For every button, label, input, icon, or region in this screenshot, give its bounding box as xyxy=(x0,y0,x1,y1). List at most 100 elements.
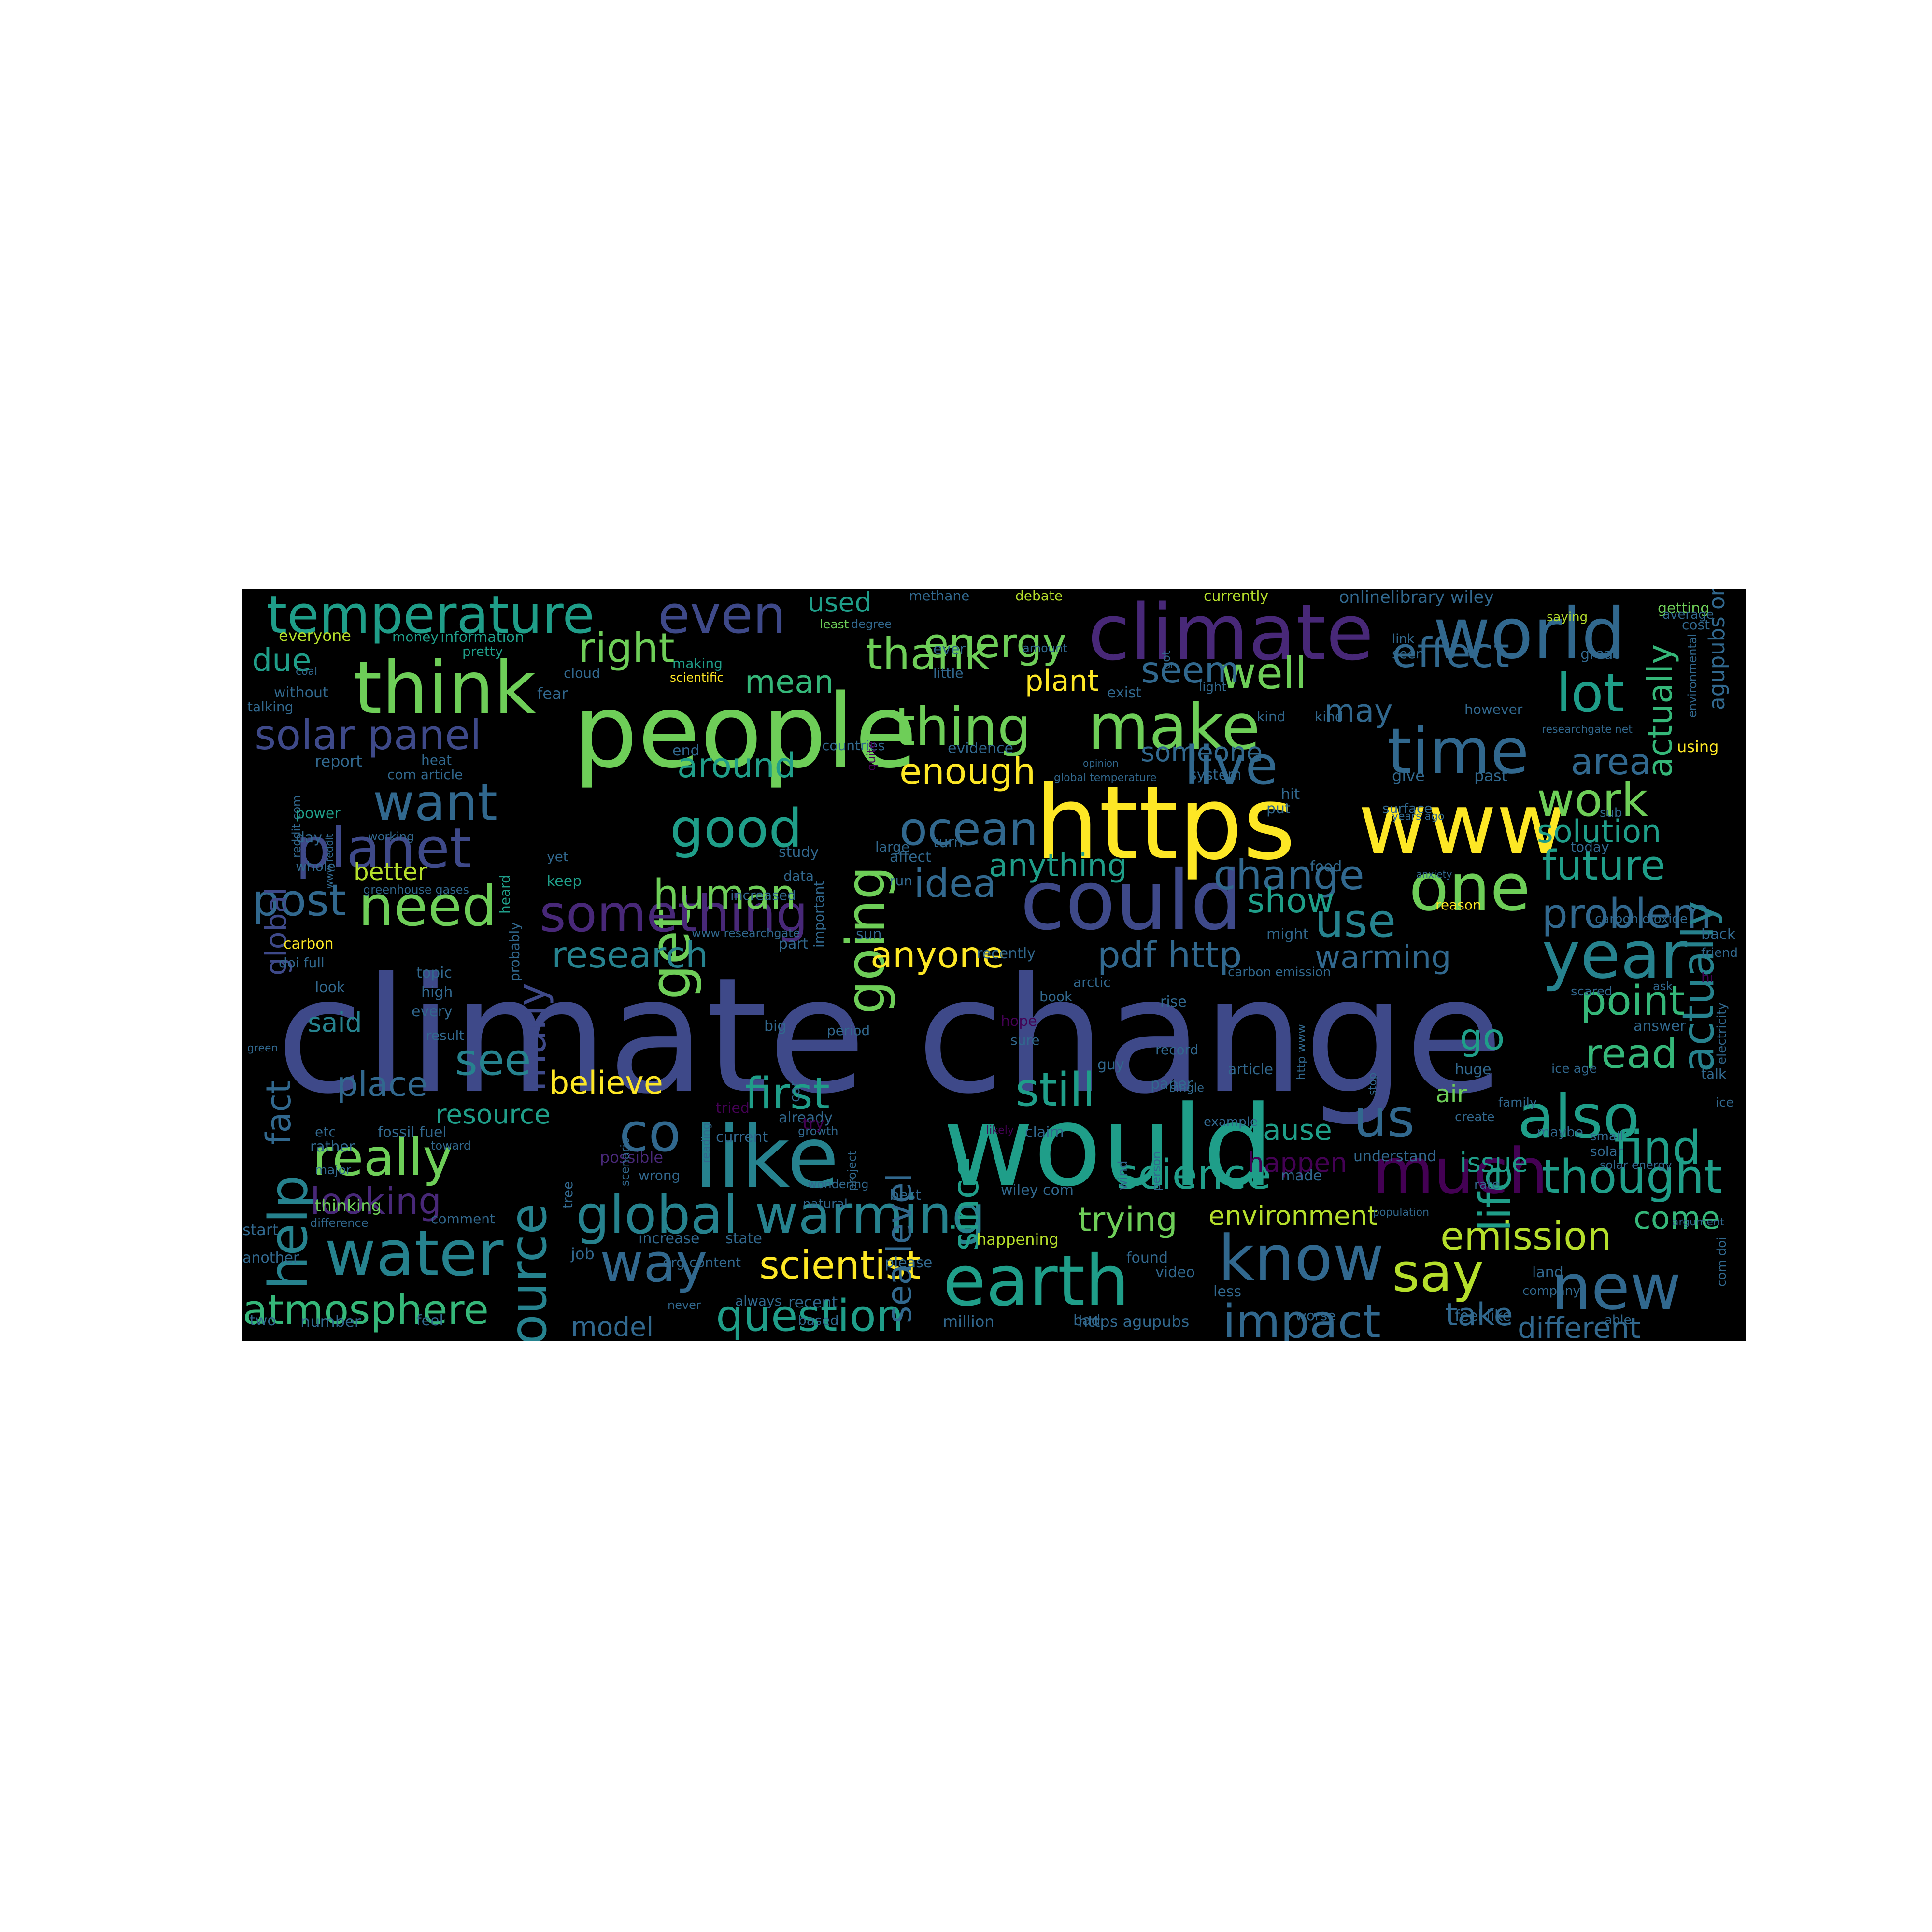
word-cloud: climate change would https www people like cli… xyxy=(242,589,1746,1341)
word-family: family xyxy=(1498,1095,1537,1110)
word-mean: mean xyxy=(745,664,834,700)
word-state: state xyxy=(725,1230,762,1247)
word-see: see xyxy=(455,1035,531,1085)
word-hit: hit xyxy=(1281,786,1300,803)
word-big: big xyxy=(764,1018,787,1035)
word-lot: lot xyxy=(1556,662,1624,724)
word-average: average xyxy=(1662,608,1714,622)
word-problem: problem xyxy=(1542,890,1712,938)
word-like: like xyxy=(694,1109,839,1207)
word-someone: someone xyxy=(1141,737,1263,767)
word-talk: talk xyxy=(1701,1066,1727,1082)
word-comment: comment xyxy=(431,1211,496,1227)
word-green: green xyxy=(247,1042,278,1054)
word-make: make xyxy=(1088,690,1260,764)
word-coal: coal xyxy=(296,666,318,678)
word-past: past xyxy=(1474,767,1508,785)
word-future: future xyxy=(1542,842,1666,890)
word-change: change xyxy=(1213,852,1364,899)
word-increase: increase xyxy=(639,1230,700,1247)
word-due: due xyxy=(252,642,312,679)
word-got: got xyxy=(1159,650,1173,669)
word-fact: fact xyxy=(259,1080,298,1145)
word-take: take xyxy=(1445,1297,1513,1333)
word-reading: reading xyxy=(700,1122,712,1163)
word-friend: friend xyxy=(1701,946,1738,960)
word-sun: sun xyxy=(856,926,882,943)
word-thought: thought xyxy=(1542,1151,1722,1204)
word-seen: seen xyxy=(1392,646,1424,662)
word-human: human xyxy=(653,871,796,919)
word-carbon-emission: carbon emission xyxy=(1228,965,1331,980)
word-car: car xyxy=(787,1080,803,1102)
word-least: least xyxy=(820,617,849,631)
word-quite: quite xyxy=(865,741,878,771)
word-find: find xyxy=(1614,1122,1702,1175)
word-fear: fear xyxy=(537,684,568,703)
word-new: new xyxy=(1551,1250,1681,1324)
word-understand: understand xyxy=(1353,1148,1436,1165)
word-power: power xyxy=(296,805,341,822)
word-everyone: everyone xyxy=(279,626,351,645)
word-org-content: org content xyxy=(663,1254,741,1270)
word-try: try xyxy=(803,1114,824,1133)
word-money: money xyxy=(392,629,439,645)
word-solution: solution xyxy=(1537,814,1662,850)
word-climate-change: climate change xyxy=(276,943,1504,1129)
word-link: link xyxy=(1392,632,1414,646)
word-carbon-dioxide: carbon dioxide xyxy=(1595,912,1688,926)
word-arctic: arctic xyxy=(1073,974,1111,990)
word-really: really xyxy=(313,1128,453,1187)
word-still: still xyxy=(1015,1064,1095,1117)
word-solar: solar xyxy=(1590,1143,1623,1159)
word-period: period xyxy=(827,1023,870,1038)
word-talking: talking xyxy=(247,699,294,715)
word-huge: huge xyxy=(1455,1061,1492,1078)
word-small: small xyxy=(1590,1129,1624,1144)
word-exist: exist xyxy=(1107,684,1142,701)
word-evidence: evidence xyxy=(948,740,1014,757)
word-hope: hope xyxy=(1001,1013,1037,1030)
word-end: end xyxy=(672,742,700,759)
word-guy: guy xyxy=(1097,1056,1124,1073)
word-global-temperature: global temperature xyxy=(1054,772,1157,784)
word-good: good xyxy=(670,797,803,859)
word-enough: enough xyxy=(899,750,1036,793)
word-run: run xyxy=(890,873,913,889)
word-com-article: com article xyxy=(387,767,463,782)
word-ice-age: ice age xyxy=(1551,1062,1597,1076)
word-etc: etc xyxy=(315,1124,336,1140)
word-day: day xyxy=(296,829,323,846)
word-recently: recently xyxy=(977,945,1036,962)
word-effect: effect xyxy=(1392,629,1510,677)
word-issue: issue xyxy=(1460,1147,1528,1178)
word-reddit-com: reddit com xyxy=(290,795,303,858)
word-think: think xyxy=(354,646,536,730)
word-keep: keep xyxy=(547,873,582,890)
word-fossil-fuel: fossil fuel xyxy=(378,1124,447,1141)
word-person: person xyxy=(1150,1151,1163,1191)
word-based: based xyxy=(798,1312,839,1328)
word-little: little xyxy=(933,665,964,681)
word-much: much xyxy=(1373,1135,1548,1208)
word-something: something xyxy=(540,884,808,943)
word-argument: argument xyxy=(1672,1216,1724,1228)
word-trying: trying xyxy=(1078,1200,1178,1239)
word-http-www: http www xyxy=(1294,1024,1308,1080)
word-pretty: pretty xyxy=(462,643,503,659)
word-solar-panel: solar panel xyxy=(255,711,482,759)
word-temperature: temperature xyxy=(267,589,595,645)
word-world: world xyxy=(1433,593,1626,675)
word-feel-like: feel like xyxy=(1455,1307,1511,1324)
word-kind: kind xyxy=(1257,709,1286,724)
word-warming: warming xyxy=(1315,939,1451,976)
word-feel: feel xyxy=(416,1312,443,1329)
word-better: better xyxy=(354,858,428,886)
word-work: work xyxy=(1537,774,1648,827)
word-recent: recent xyxy=(788,1293,838,1311)
word-scientist: scientist xyxy=(759,1243,921,1288)
word-read: read xyxy=(1585,1030,1678,1078)
word-thing: thing xyxy=(895,696,1031,758)
word-ever: ever xyxy=(933,641,966,658)
word-impact: impact xyxy=(1223,1295,1381,1341)
